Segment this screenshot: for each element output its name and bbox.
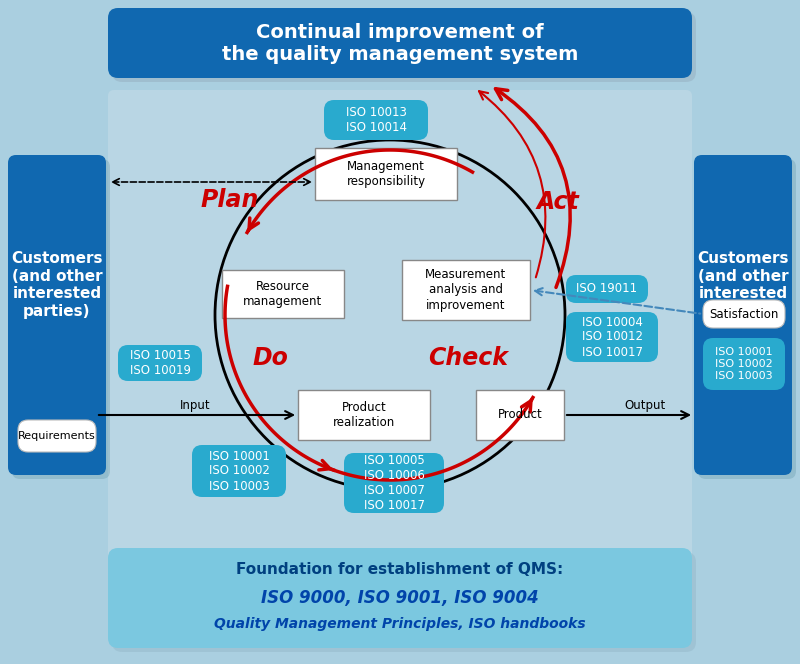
Text: Check: Check	[428, 346, 508, 370]
FancyBboxPatch shape	[703, 300, 785, 328]
FancyBboxPatch shape	[8, 155, 106, 475]
Text: ISO 10004
ISO 10012
ISO 10017: ISO 10004 ISO 10012 ISO 10017	[582, 315, 642, 359]
Text: ISO 10013
ISO 10014: ISO 10013 ISO 10014	[346, 106, 406, 134]
Text: Product
realization: Product realization	[333, 401, 395, 429]
Text: ISO 19011: ISO 19011	[577, 282, 638, 295]
Text: Input: Input	[180, 400, 210, 412]
FancyBboxPatch shape	[108, 548, 692, 648]
FancyBboxPatch shape	[12, 159, 110, 479]
FancyBboxPatch shape	[112, 12, 696, 82]
Bar	[298, 390, 430, 440]
FancyBboxPatch shape	[566, 312, 658, 362]
Text: Management
responsibility: Management responsibility	[346, 160, 426, 188]
Bar	[476, 390, 564, 440]
Text: Output: Output	[624, 400, 666, 412]
Text: Continual improvement of
the quality management system: Continual improvement of the quality man…	[222, 23, 578, 64]
Text: Satisfaction: Satisfaction	[710, 307, 778, 321]
FancyBboxPatch shape	[118, 345, 202, 381]
Text: Plan: Plan	[201, 188, 259, 212]
FancyBboxPatch shape	[18, 420, 96, 452]
FancyBboxPatch shape	[108, 8, 692, 78]
FancyBboxPatch shape	[344, 453, 444, 513]
FancyBboxPatch shape	[108, 90, 692, 570]
Text: Do: Do	[252, 346, 288, 370]
Text: Foundation for establishment of QMS:: Foundation for establishment of QMS:	[236, 562, 564, 578]
FancyBboxPatch shape	[112, 552, 696, 652]
FancyBboxPatch shape	[192, 445, 286, 497]
FancyBboxPatch shape	[324, 100, 428, 140]
Text: Resource
management: Resource management	[243, 280, 322, 308]
Text: Act: Act	[537, 190, 579, 214]
Text: Customers
(and other
interested
parties): Customers (and other interested parties)	[11, 252, 102, 319]
Text: Measurement
analysis and
improvement: Measurement analysis and improvement	[426, 268, 506, 311]
Text: ISO 10015
ISO 10019: ISO 10015 ISO 10019	[130, 349, 190, 377]
Text: ISO 10005
ISO 10006
ISO 10007
ISO 10017: ISO 10005 ISO 10006 ISO 10007 ISO 10017	[363, 454, 425, 512]
FancyBboxPatch shape	[698, 159, 796, 479]
Text: Quality Management Principles, ISO handbooks: Quality Management Principles, ISO handb…	[214, 617, 586, 631]
Bar	[222, 270, 344, 318]
Text: Requirements: Requirements	[18, 431, 96, 441]
FancyBboxPatch shape	[694, 155, 792, 475]
Text: Customers
(and other
interested
parties): Customers (and other interested parties)	[698, 252, 789, 319]
Bar	[315, 148, 457, 200]
FancyBboxPatch shape	[703, 338, 785, 390]
FancyBboxPatch shape	[566, 275, 648, 303]
Text: ISO 10001
ISO 10002
ISO 10003: ISO 10001 ISO 10002 ISO 10003	[715, 347, 773, 380]
Bar	[402, 260, 530, 320]
Text: ISO 10001
ISO 10002
ISO 10003: ISO 10001 ISO 10002 ISO 10003	[209, 450, 270, 493]
Text: ISO 9000, ISO 9001, ISO 9004: ISO 9000, ISO 9001, ISO 9004	[261, 589, 539, 607]
Text: Product: Product	[498, 408, 542, 422]
